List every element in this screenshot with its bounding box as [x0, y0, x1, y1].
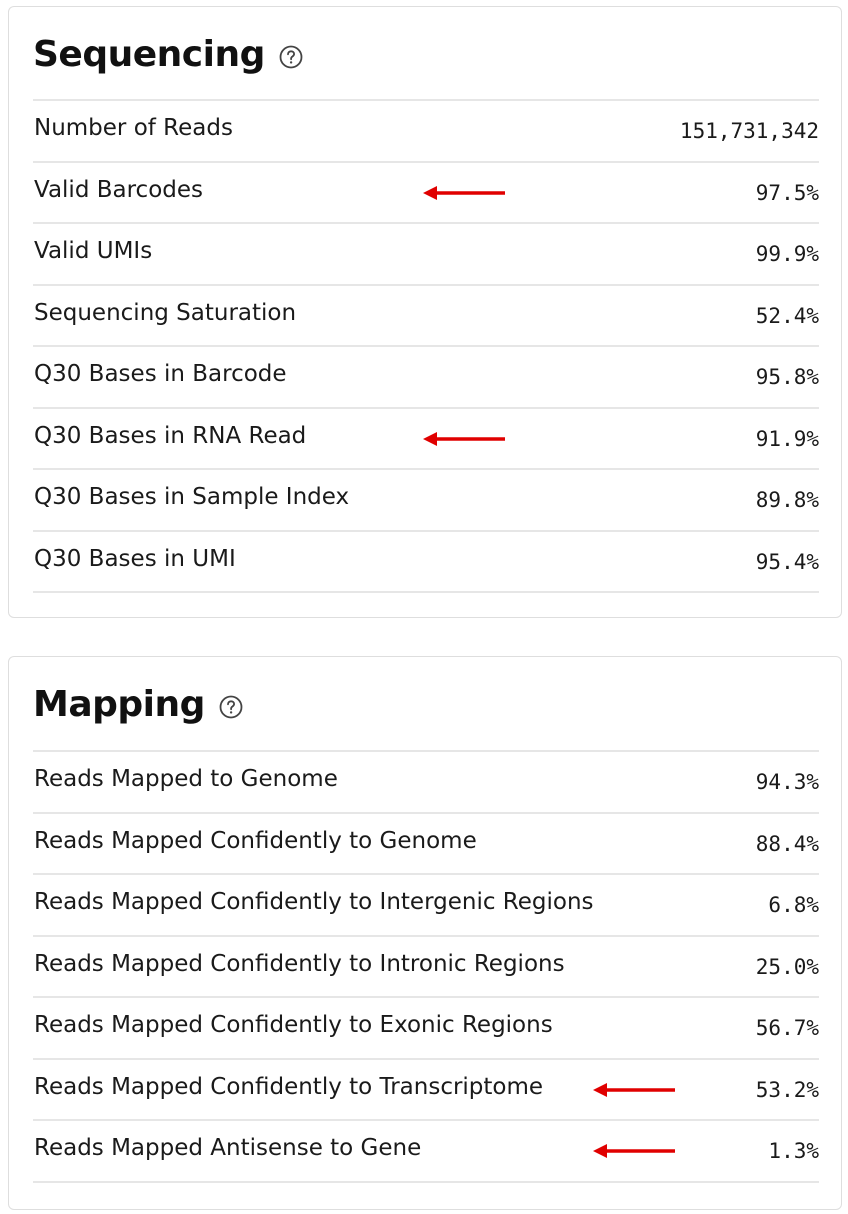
metric-label: Q30 Bases in RNA Read — [34, 422, 307, 449]
metric-row-confident-exonic: Reads Mapped Confidently to Exonic Regio… — [33, 998, 819, 1060]
metric-label: Reads Mapped Confidently to Transcriptom… — [34, 1073, 544, 1100]
metric-label: Reads Mapped Confidently to Intergenic R… — [34, 889, 594, 915]
metric-label: Valid Barcodes — [34, 176, 204, 203]
metric-label: Number of Reads — [34, 115, 233, 141]
metric-value: 151,731,342 — [679, 119, 819, 143]
metric-value: 56.7% — [755, 1016, 819, 1040]
metric-row-mapped-genome: Reads Mapped to Genome 94.3% — [33, 752, 819, 814]
red-arrow-annotation-icon — [593, 1082, 675, 1097]
metric-value: 89.8% — [755, 488, 819, 512]
metric-label: Sequencing Saturation — [34, 299, 297, 326]
question-circle-icon[interactable] — [219, 695, 243, 719]
metric-value: 1.3% — [768, 1139, 819, 1163]
red-arrow-annotation-icon — [423, 185, 505, 200]
red-arrow-annotation-icon — [593, 1144, 675, 1158]
metric-row-confident-genome: Reads Mapped Confidently to Genome 88.4% — [33, 814, 819, 875]
metric-row-confident-transcriptome: Reads Mapped Confidently to Transcriptom… — [33, 1060, 819, 1121]
metric-value: 95.4% — [755, 549, 819, 574]
mapping-header: Mapping — [33, 679, 243, 729]
metric-label: Reads Mapped Confidently to Exonic Regio… — [34, 1012, 553, 1038]
metric-row-number-of-reads: Number of Reads 151,731,342 — [33, 101, 819, 163]
metric-row-valid-umis: Valid UMIs 99.9% — [33, 224, 819, 286]
metric-label: Reads Mapped Antisense to Gene — [34, 1135, 422, 1161]
metric-row-q30-sample-index: Q30 Bases in Sample Index 89.8% — [33, 470, 819, 532]
metric-row-antisense-gene: Reads Mapped Antisense to Gene 1.3% — [33, 1121, 819, 1183]
metric-row-valid-barcodes: Valid Barcodes 97.5% — [33, 163, 819, 224]
metric-value: 97.5% — [755, 180, 819, 205]
metric-row-confident-intergenic: Reads Mapped Confidently to Intergenic R… — [33, 875, 819, 937]
red-arrow-annotation-icon — [423, 431, 505, 446]
metric-value: 6.8% — [768, 893, 819, 917]
metric-row-q30-barcode: Q30 Bases in Barcode 95.8% — [33, 347, 819, 409]
sequencing-card: Sequencing Number of Reads 151,731,342 V… — [8, 6, 842, 618]
metric-label: Valid UMIs — [34, 238, 153, 264]
metric-label: Q30 Bases in UMI — [34, 545, 236, 572]
sequencing-metrics-table: Number of Reads 151,731,342 Valid Barcod… — [33, 99, 819, 593]
question-circle-icon[interactable] — [279, 45, 303, 69]
metric-value: 52.4% — [755, 303, 819, 328]
metric-row-q30-umi: Q30 Bases in UMI 95.4% — [33, 532, 819, 593]
metric-value: 95.8% — [755, 365, 819, 389]
metric-label: Reads Mapped to Genome — [34, 766, 338, 792]
metric-value: 94.3% — [755, 770, 819, 794]
metric-row-confident-intronic: Reads Mapped Confidently to Intronic Reg… — [33, 937, 819, 998]
mapping-title: Mapping — [33, 683, 205, 725]
metric-label: Q30 Bases in Barcode — [34, 361, 287, 387]
mapping-metrics-table: Reads Mapped to Genome 94.3% Reads Mappe… — [33, 750, 819, 1183]
sequencing-header: Sequencing — [33, 29, 303, 79]
metric-value: 91.9% — [755, 426, 819, 451]
sequencing-title: Sequencing — [33, 33, 265, 75]
metric-value: 53.2% — [755, 1077, 819, 1102]
metric-value: 99.9% — [755, 242, 819, 266]
mapping-card: Mapping Reads Mapped to Genome 94.3% Rea… — [8, 656, 842, 1210]
metric-label: Reads Mapped Confidently to Intronic Reg… — [34, 950, 565, 977]
metric-value: 25.0% — [755, 954, 819, 979]
metric-label: Reads Mapped Confidently to Genome — [34, 827, 477, 854]
metric-row-q30-rna-read: Q30 Bases in RNA Read 91.9% — [33, 409, 819, 470]
metric-value: 88.4% — [755, 831, 819, 856]
metric-row-sequencing-saturation: Sequencing Saturation 52.4% — [33, 286, 819, 347]
metric-label: Q30 Bases in Sample Index — [34, 484, 350, 510]
